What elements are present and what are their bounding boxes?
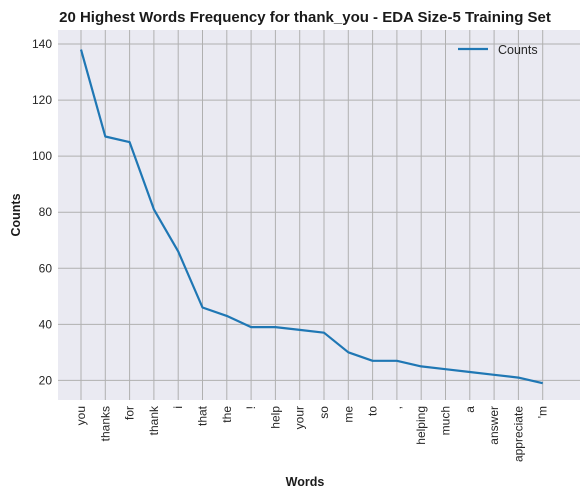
x-tick-label: your xyxy=(293,406,307,429)
x-tick-label: appreciate xyxy=(511,406,525,462)
y-tick-label: 60 xyxy=(39,261,53,275)
y-axis-label: Counts xyxy=(9,193,23,236)
chart-title: 20 Highest Words Frequency for thank_you… xyxy=(59,9,551,26)
x-tick-labels: you thanks for thank i that the! help your so me to… xyxy=(74,405,550,462)
x-tick-label: helping xyxy=(414,406,428,445)
plot-background xyxy=(58,30,580,400)
y-tick-labels: 20 40 60 80 100 120 140 xyxy=(32,37,52,387)
x-tick-label: thank xyxy=(147,405,161,435)
y-tick-label: 100 xyxy=(32,149,52,163)
x-axis-label: Words xyxy=(286,475,325,489)
x-tick-label: a xyxy=(463,406,477,413)
y-tick-label: 120 xyxy=(32,93,52,107)
x-tick-label: much xyxy=(439,406,453,435)
x-tick-label: so xyxy=(317,406,331,419)
x-tick-label: help xyxy=(268,406,282,429)
x-tick-label: i xyxy=(171,406,185,409)
legend-label-counts: Counts xyxy=(498,43,538,57)
y-tick-label: 80 xyxy=(39,205,53,219)
x-tick-label: that xyxy=(196,405,210,426)
x-tick-label: you xyxy=(74,406,88,425)
x-tick-label: , xyxy=(390,406,404,409)
x-tick-label: to xyxy=(366,406,380,416)
y-tick-label: 20 xyxy=(39,373,53,387)
legend: Counts xyxy=(458,43,538,57)
x-tick-label: 'm xyxy=(536,406,550,418)
x-tick-label: for xyxy=(123,406,137,420)
y-tick-label: 140 xyxy=(32,37,52,51)
x-tick-label: me xyxy=(341,406,355,423)
x-tick-label: thanks xyxy=(98,406,112,441)
series-line-counts xyxy=(79,49,543,385)
grid-lines xyxy=(58,30,580,400)
x-tick-label: the xyxy=(220,406,234,423)
x-tick-label: ! xyxy=(244,406,258,409)
y-tick-label: 40 xyxy=(39,317,53,331)
x-tick-label: answer xyxy=(487,406,501,445)
